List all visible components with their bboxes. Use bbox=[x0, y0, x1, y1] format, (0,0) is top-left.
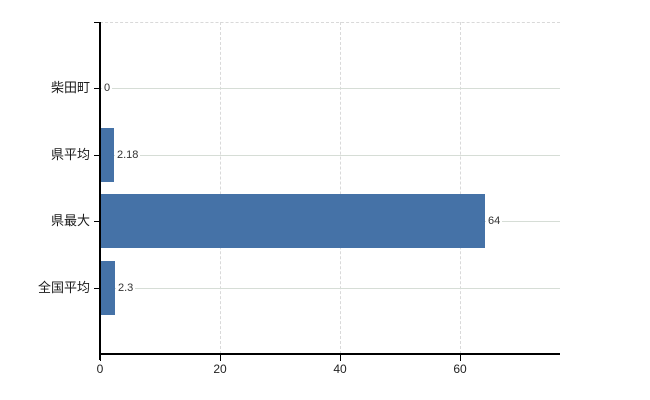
category-label: 全国平均 bbox=[37, 280, 90, 295]
value-label: 2.18 bbox=[115, 148, 141, 162]
gridline-h bbox=[100, 88, 560, 89]
category-label: 県最大 bbox=[50, 213, 90, 228]
bar bbox=[101, 128, 114, 182]
y-axis bbox=[99, 22, 101, 360]
x-axis bbox=[100, 353, 560, 355]
bar bbox=[101, 261, 115, 315]
gridline-v bbox=[340, 22, 341, 354]
value-label: 2.3 bbox=[116, 281, 136, 295]
y-tick bbox=[94, 155, 100, 156]
x-tick-label: 40 bbox=[333, 362, 347, 376]
category-label: 柴田町 bbox=[50, 80, 90, 95]
value-label: 0 bbox=[102, 81, 113, 95]
y-tick bbox=[94, 88, 100, 89]
x-tick-label: 60 bbox=[453, 362, 467, 376]
x-tick bbox=[220, 355, 221, 361]
gridline-h bbox=[100, 288, 560, 289]
gridline-v bbox=[220, 22, 221, 354]
gridline-v bbox=[460, 22, 461, 354]
gridline-h bbox=[100, 155, 560, 156]
y-tick bbox=[94, 221, 100, 222]
bar bbox=[101, 194, 485, 248]
x-tick bbox=[460, 355, 461, 361]
plot-border-top bbox=[100, 22, 560, 23]
y-axis-top-tick bbox=[94, 22, 100, 23]
x-tick bbox=[100, 355, 101, 361]
category-label: 県平均 bbox=[50, 147, 90, 162]
x-tick-label: 20 bbox=[213, 362, 227, 376]
y-tick bbox=[94, 288, 100, 289]
value-label: 64 bbox=[486, 214, 503, 228]
x-tick-label: 0 bbox=[96, 362, 104, 376]
x-tick bbox=[340, 355, 341, 361]
